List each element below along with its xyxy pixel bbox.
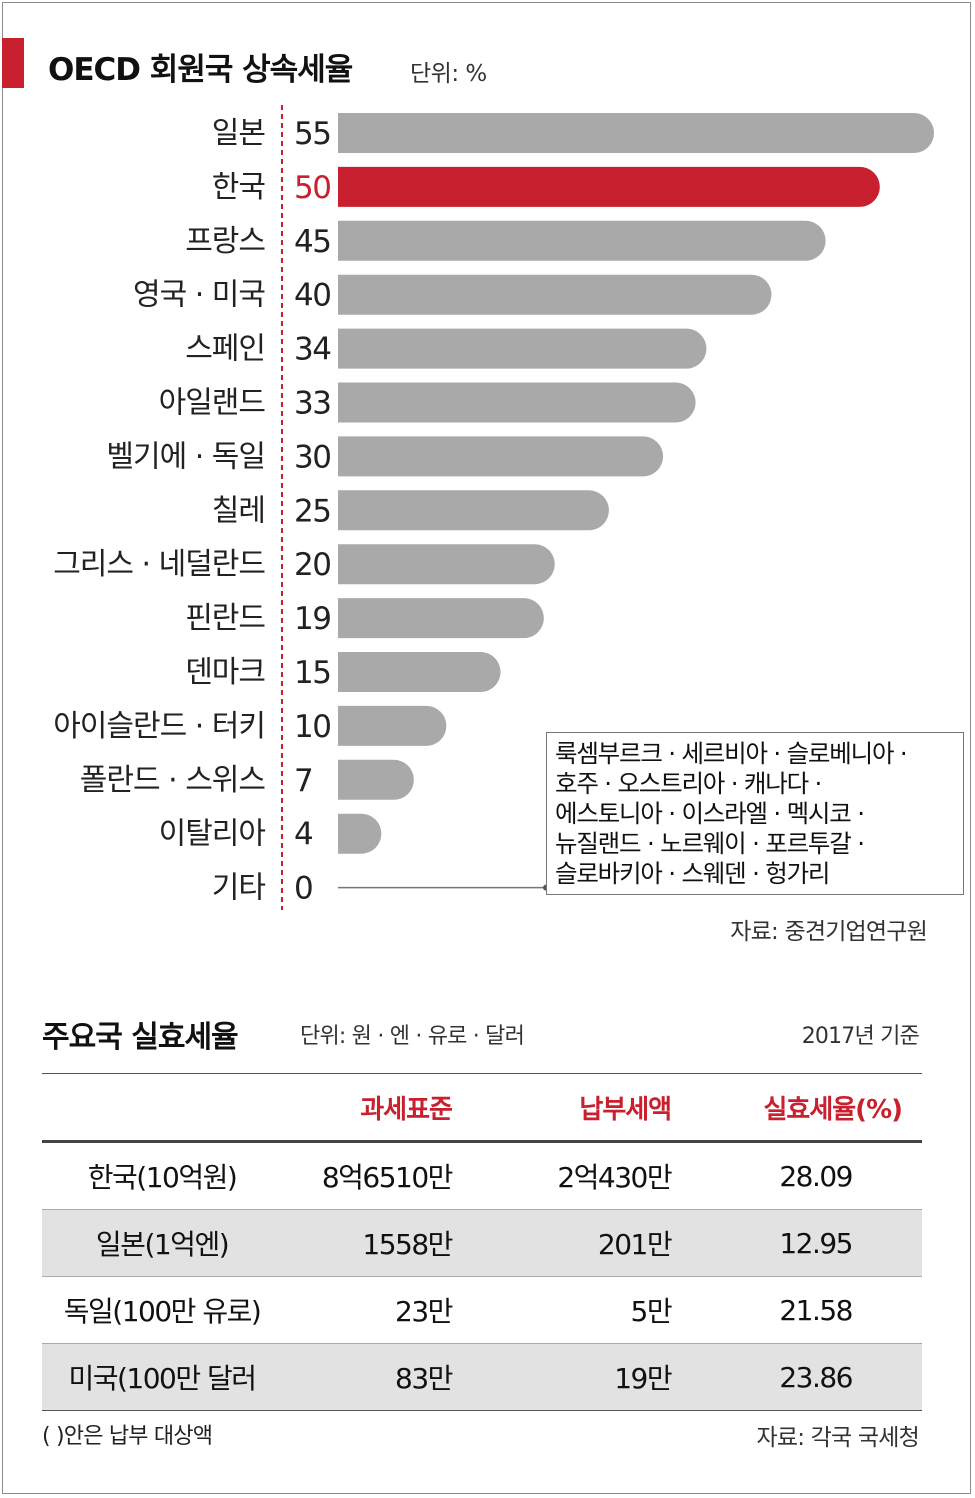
table-row: 미국(100만 달러 83만 19만 23.86 [42,1343,922,1411]
bar [338,113,934,153]
value-label: 34 [294,332,330,368]
bar [338,759,414,800]
chart-source: 자료: 중견기업연구원 [730,919,928,945]
cell-country: 한국(10억원) [42,1141,283,1210]
table-title: 주요국 실효세율 [42,1020,239,1055]
value-label: 25 [294,493,330,529]
header-tax-paid: 납부세액 [451,1073,672,1143]
value-label: 19 [294,601,330,637]
cell-country: 일본(1억엔) [42,1209,283,1277]
value-label: 10 [294,709,330,745]
value-label: 0 [294,871,312,907]
category-label: 그리스 · 네덜란드 [53,547,265,582]
chart-unit: 단위: % [410,61,487,87]
bar [338,652,501,692]
category-label: 일본 [212,116,265,151]
value-label: 55 [294,116,330,152]
value-label: 30 [294,439,330,475]
cell-effective-rate: 28.09 [672,1141,922,1210]
chart-title: OECD 회원국 상속세율 [48,52,353,88]
cell-tax-base: 1558만 [282,1209,453,1277]
value-label: 7 [294,763,312,799]
header-country [42,1073,283,1143]
bar [338,598,544,639]
bar [338,328,707,369]
value-label: 40 [294,278,330,314]
category-label: 아이슬란드 · 터키 [53,709,265,744]
value-label: 50 [294,170,330,206]
cell-tax-paid: 5만 [451,1276,673,1344]
category-label: 폴란드 · 스위스 [80,763,266,798]
category-label: 영국 · 미국 [133,278,265,313]
table-basis-year: 2017년 기준 [801,1024,920,1049]
bar [338,166,880,207]
category-label: 칠레 [212,493,265,528]
annotation-line: 슬로바키아 · 스웨덴 · 헝가리 [555,859,830,888]
title-accent-bar [2,38,24,88]
table-unit: 단위: 원 · 엔 · 유로 · 달러 [300,1024,525,1049]
category-label: 이탈리아 [159,817,266,852]
bar [338,220,826,261]
bar [338,490,609,531]
annotation-line: 뉴질랜드 · 노르웨이 · 포르투갈 · [555,829,865,858]
cell-tax-paid: 19만 [451,1343,673,1411]
cell-country: 독일(100만 유로) [42,1276,283,1344]
cell-country: 미국(100만 달러 [42,1343,283,1411]
effective-tax-table: 과세표준 납부세액 실효세율(%) 한국(10억원) 8억6510만 2억430… [42,1073,922,1411]
category-label: 한국 [212,170,266,205]
value-label: 15 [294,655,330,691]
value-label: 20 [294,547,330,583]
bar [338,274,772,315]
table-row: 일본(1억엔) 1558만 201만 12.95 [42,1209,922,1277]
table-header-row: 과세표준 납부세액 실효세율(%) [42,1073,922,1143]
category-label: 덴마크 [185,655,265,690]
header-tax-base: 과세표준 [282,1073,453,1143]
cell-tax-paid: 2억430만 [451,1141,673,1210]
header-effective-rate: 실효세율(%) [672,1073,922,1143]
bar [338,813,382,854]
annotation-line: 룩셈부르크 · 세르비아 · 슬로베니아 · [555,739,908,768]
category-label: 아일랜드 [159,386,266,421]
value-label: 4 [294,817,312,853]
value-label: 33 [294,386,330,422]
value-label: 45 [294,224,330,260]
annotation-line: 호주 · 오스트리아 · 캐나다 · [555,769,822,798]
cell-tax-base: 83만 [282,1343,453,1411]
bar [338,436,664,477]
others-annotation-box: 룩셈부르크 · 세르비아 · 슬로베니아 · 호주 · 오스트리아 · 캐나다 … [546,732,964,895]
table-row: 독일(100만 유로) 23만 5만 21.58 [42,1276,922,1344]
category-label: 핀란드 [185,601,265,636]
table-row: 한국(10억원) 8억6510만 2억430만 28.09 [42,1141,922,1210]
category-label: 벨기에 · 독일 [106,439,265,474]
cell-tax-paid: 201만 [451,1209,673,1277]
cell-tax-base: 23만 [282,1276,453,1344]
bar [338,382,696,423]
table-footnote: ( )안은 납부 대상액 [42,1424,213,1449]
bar [338,705,447,746]
annotation-line: 에스토니아 · 이스라엘 · 멕시코 · [555,799,865,828]
table-source: 자료: 각국 국세청 [756,1425,920,1451]
category-label: 스페인 [185,332,265,367]
cell-effective-rate: 21.58 [672,1276,922,1344]
cell-effective-rate: 23.86 [672,1343,922,1411]
bar [338,544,555,585]
category-label: 프랑스 [185,224,265,259]
cell-tax-base: 8억6510만 [282,1141,453,1210]
cell-effective-rate: 12.95 [672,1209,922,1277]
category-label: 기타 [212,871,266,906]
